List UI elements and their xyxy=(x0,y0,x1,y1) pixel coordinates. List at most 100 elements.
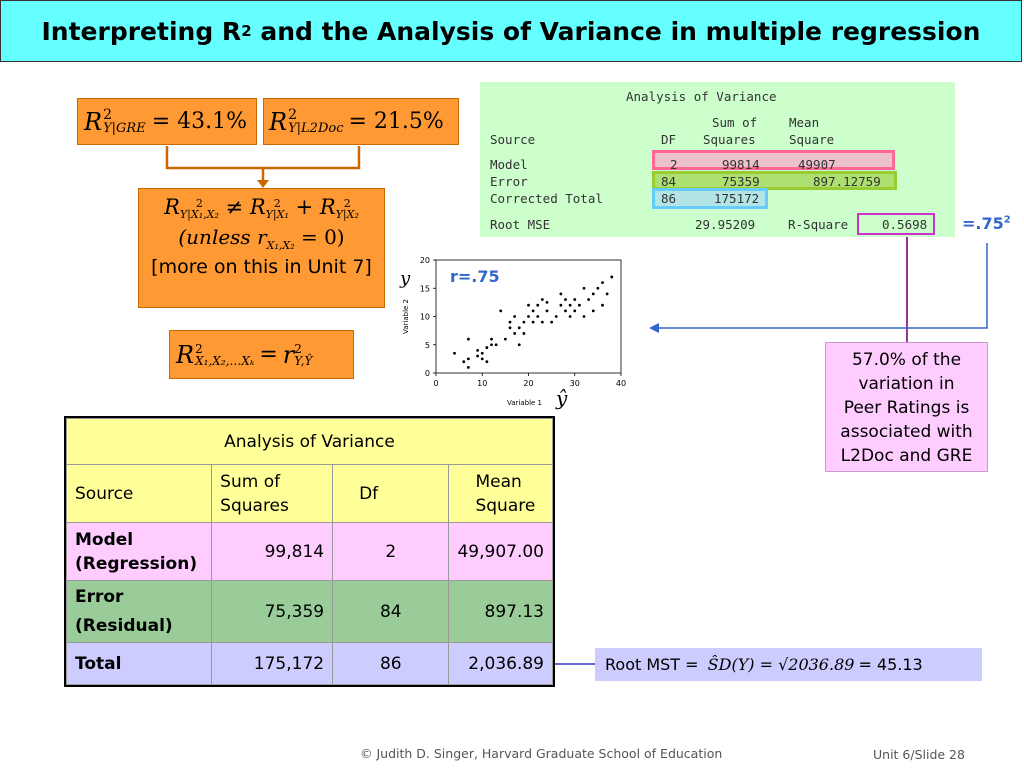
r-squared-arrowhead xyxy=(649,323,659,333)
anova-model-row: Model (Regression) 99,814 2 49,907.00 xyxy=(65,522,553,581)
scatter-point xyxy=(466,357,470,361)
sas-col-source: Source xyxy=(490,132,536,147)
scatter-point xyxy=(503,337,507,341)
sas-error-df: 84 xyxy=(661,174,677,189)
sas-model-df: 2 xyxy=(670,157,678,172)
y-tick-label: 10 xyxy=(420,313,430,322)
x-tick-label: 20 xyxy=(523,379,533,388)
anova-model-label: Model (Regression) xyxy=(65,522,213,581)
r2-l2doc-formula: R 2 Y|L2Doc = 21.5% xyxy=(263,98,459,145)
scatter-point xyxy=(536,303,540,307)
scatter-point xyxy=(508,326,512,330)
scatter-point xyxy=(490,343,493,347)
scatter-point xyxy=(582,286,586,290)
y-axis-label: Variable 2 xyxy=(402,299,410,334)
root-mst-box: Root MST = ŜD(Y) = √2036.89 = 45.13 xyxy=(595,648,982,681)
sas-model-highlight xyxy=(652,150,895,170)
sas-root-mse: 29.95209 xyxy=(695,217,756,232)
sas-error-ms: 897.12759 xyxy=(813,174,881,189)
sas-total-label: Corrected Total xyxy=(490,191,603,206)
multiple-r-sup: 2 xyxy=(294,341,302,356)
root-mst-formula: ŜD(Y) = √2036.89 xyxy=(707,655,855,674)
scatter-point xyxy=(596,286,600,290)
sas-root-mse-label: Root MSE xyxy=(490,217,551,232)
scatter-point xyxy=(577,303,581,307)
scatter-point xyxy=(540,320,544,324)
sas-col-square: Square xyxy=(789,132,835,147)
sas-col-squares: Squares xyxy=(703,132,756,147)
scatter-point xyxy=(517,343,521,347)
sas-model-ms: 49907 xyxy=(798,157,836,172)
scatter-point xyxy=(466,337,470,341)
scatter-point xyxy=(476,354,480,358)
bracket-arrowhead xyxy=(257,180,269,188)
sas-total-ss: 175172 xyxy=(714,191,760,206)
anova-table: Analysis of Variance Source Sum of Square… xyxy=(65,418,553,685)
sas-rsq-highlight xyxy=(857,213,935,235)
multiple-r-r: r xyxy=(282,340,295,369)
ineq-plus: + xyxy=(295,195,314,219)
scatter-point xyxy=(587,298,591,301)
multiple-r-formula: R 2 X₁,X₂,…Xₖ = r 2 Y,Ŷ xyxy=(169,330,354,379)
r2-gre-sup: 2 xyxy=(103,106,112,123)
anova-header-df: Df xyxy=(332,464,450,523)
anova-error-df: 84 xyxy=(332,580,450,643)
r-squared-note-text: =.75 xyxy=(962,214,1004,233)
sas-col-df: DF xyxy=(661,132,677,147)
scatter-point xyxy=(527,303,530,307)
scatter-axes: 0 10 20 30 40 0 5 10 15 20 Variable 1 Variable 2 xyxy=(402,256,626,407)
scatter-point xyxy=(591,309,595,313)
anova-model-ms: 49,907.00 xyxy=(448,522,553,581)
title-prefix: Interpreting R xyxy=(41,16,242,46)
y-tick-label: 5 xyxy=(425,341,430,350)
scatter-point xyxy=(610,275,614,279)
sas-total-df: 86 xyxy=(661,191,677,206)
r2-l2doc-R: R xyxy=(269,107,288,136)
y-tick-label: 15 xyxy=(420,284,430,293)
scatter-point xyxy=(568,315,572,318)
scatter-points xyxy=(453,275,614,369)
sas-anova-output: Analysis of Variance Sum of Mean Source … xyxy=(480,82,955,237)
inequality-line: R 2 Y|X₁,X₂ ≠ R 2 Y|X₁ + R 2 Y|X₂ xyxy=(164,195,359,221)
footer-credit: © Judith D. Singer, Harvard Graduate Sch… xyxy=(360,746,723,761)
r2-l2doc-sup: 2 xyxy=(288,106,297,123)
ineq-lhs-sub: Y|X₁,X₂ xyxy=(179,207,219,221)
callout-line-5: L2Doc and GRE xyxy=(840,446,973,466)
inequality-formula: R 2 Y|X₁,X₂ ≠ R 2 Y|X₁ + R 2 Y|X₂ (unless rX₁,… xyxy=(138,188,385,308)
ineq-neq: ≠ xyxy=(225,195,244,219)
anova-error-row: Error (Residual) 75,359 84 897.13 xyxy=(65,580,553,643)
sas-rsq-label: R-Square xyxy=(788,217,849,232)
sas-error-label: Error xyxy=(490,174,528,189)
scatter-point xyxy=(531,320,535,324)
sas-error-highlight xyxy=(652,171,897,190)
sas-col-mean: Mean xyxy=(789,115,820,130)
scatter-point xyxy=(573,309,577,313)
r2-gre-formula: R 2 Y|GRE = 43.1% xyxy=(77,98,257,145)
scatter-point xyxy=(550,320,554,324)
r2-gre-R: R xyxy=(84,107,103,136)
scatter-point xyxy=(513,332,517,335)
title-suffix: and the Analysis of Variance in multiple… xyxy=(251,16,981,46)
scatter-point xyxy=(522,332,526,335)
scatter-point xyxy=(591,292,595,296)
anova-error-ms: 897.13 xyxy=(448,580,553,643)
x-axis-label: Variable 1 xyxy=(507,399,542,407)
anova-header-ms: Mean Square xyxy=(448,464,553,523)
unless-close: = 0) xyxy=(294,224,345,249)
more-unit7: [more on this in Unit 7] xyxy=(151,255,372,278)
scatter-point xyxy=(453,351,456,355)
r-squared-note-sup: 2 xyxy=(1003,214,1011,226)
scatter-point xyxy=(466,365,470,369)
r2-l2doc-value: = 21.5% xyxy=(348,109,444,134)
unless-r: r xyxy=(257,224,267,249)
sas-model-label: Model xyxy=(490,157,528,172)
ineq-t1-sub: Y|X₁ xyxy=(265,207,289,221)
callout-line-3: Peer Ratings is xyxy=(843,398,970,418)
anova-total-ms: 2,036.89 xyxy=(448,642,553,685)
scatter-point xyxy=(564,298,567,301)
r2-gre-value: = 43.1% xyxy=(151,109,248,134)
anova-header-source: Source xyxy=(65,464,213,523)
scatter-point xyxy=(485,346,489,349)
